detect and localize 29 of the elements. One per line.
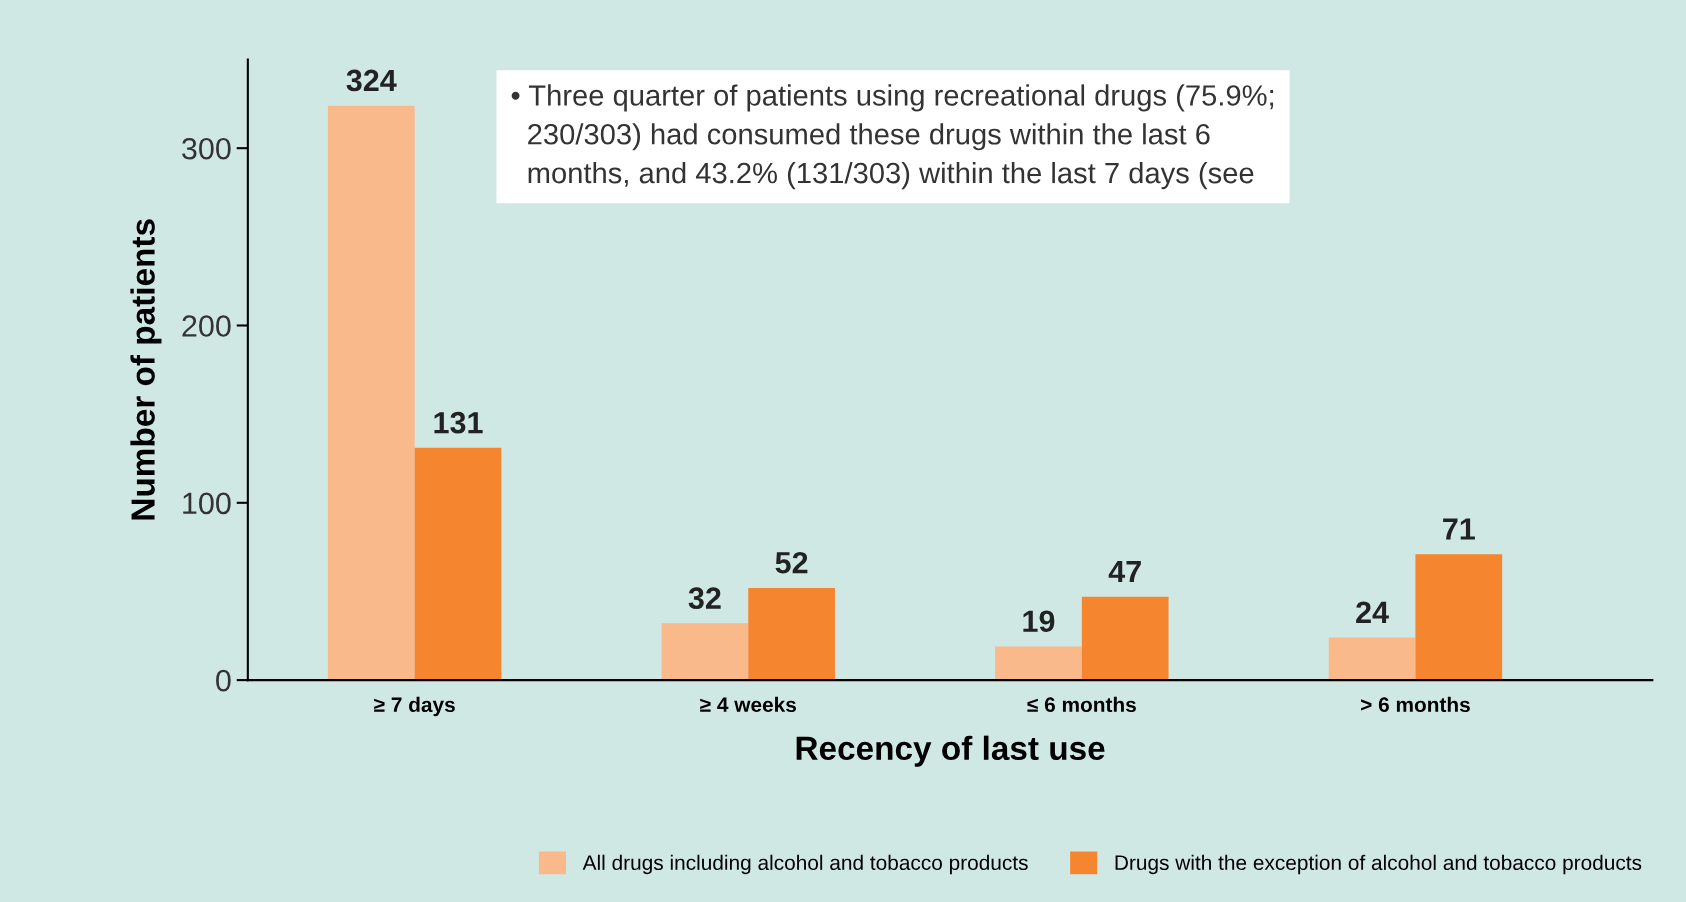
data-label: 47 xyxy=(1108,561,1141,583)
legend-label: Drugs with the exception of alcohol and tobacco products xyxy=(1115,854,1642,875)
data-label: 52 xyxy=(775,551,808,574)
bar xyxy=(1081,596,1169,681)
y-axis-title: Number of patients xyxy=(130,219,162,520)
bar xyxy=(995,646,1082,681)
data-label: 324 xyxy=(346,69,397,92)
bar xyxy=(327,105,415,681)
data-label: 19 xyxy=(1023,610,1055,633)
data-label: 131 xyxy=(434,411,483,434)
data-label: 32 xyxy=(688,587,721,610)
annotation: • Three quarter of patients using recreational drugs (75.9%; 230/303) had consumed these drugs within the last 6 months, and 43.2% (131/303) within the last 7 days (see xyxy=(511,84,1274,190)
x-tick-label: ≤ 6 months xyxy=(1027,696,1136,713)
x-tick-label: ≥ 7 days xyxy=(374,696,455,717)
y-tick-label: 300 xyxy=(182,137,231,160)
bar xyxy=(1328,637,1416,681)
bar xyxy=(414,447,502,681)
y-tick-label: 200 xyxy=(182,315,231,337)
y-tick-label: 0 xyxy=(216,669,231,692)
y-tick-label: 100 xyxy=(183,492,231,515)
x-tick-label: ≥ 4 weeks xyxy=(700,696,796,713)
legend-label: All drugs including alcohol and tobacco products xyxy=(582,854,1028,875)
bar xyxy=(748,587,835,681)
data-label: 71 xyxy=(1443,518,1475,540)
data-label: 24 xyxy=(1356,601,1389,623)
bar xyxy=(661,623,749,681)
x-tick-label: > 6 months xyxy=(1361,696,1470,713)
bar xyxy=(1415,554,1503,681)
x-axis-title: Recency of last use xyxy=(796,735,1105,767)
